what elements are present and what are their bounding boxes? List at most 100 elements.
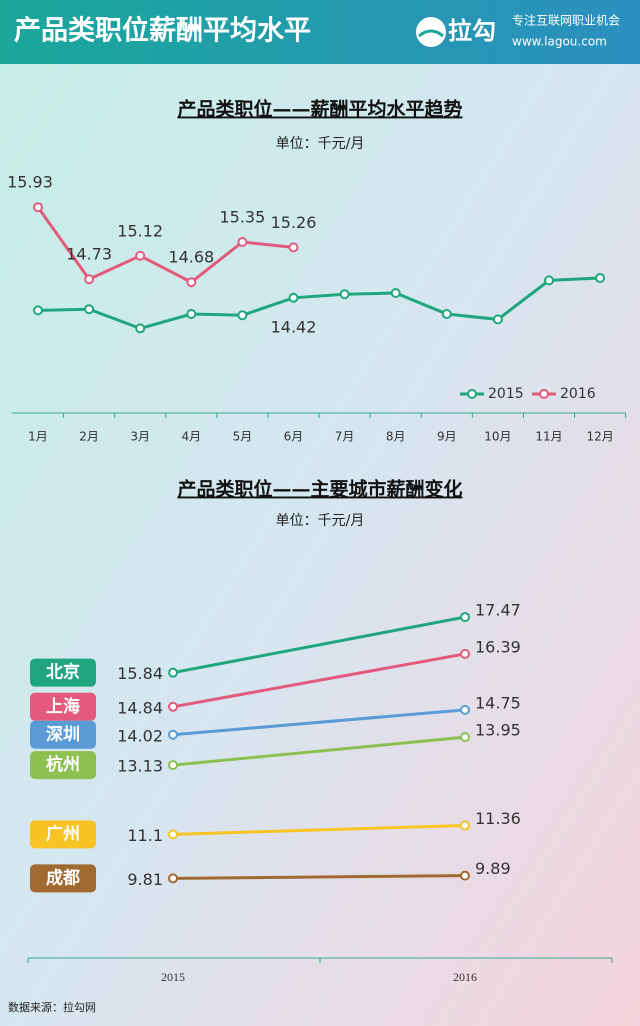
city-label: 杭州 <box>46 754 80 775</box>
x-tick-label: 4月 <box>181 430 201 444</box>
x-tick-label: 6月 <box>284 430 304 444</box>
series-line <box>172 874 466 880</box>
data-label: 14.68 <box>168 248 214 267</box>
point <box>168 829 178 840</box>
city-label: 上海 <box>46 696 80 717</box>
tagline: 专注互联网职业机会 <box>512 13 620 28</box>
legend-label: 2016 <box>560 386 596 402</box>
point <box>168 667 178 678</box>
data-label: 15.93 <box>7 173 53 192</box>
data-label: 13.95 <box>475 721 521 740</box>
legend-marker <box>467 389 477 399</box>
point <box>84 274 95 285</box>
point <box>460 612 470 623</box>
point <box>168 760 178 771</box>
data-label: 11.36 <box>475 809 521 828</box>
x-tick-label: 8月 <box>386 430 406 444</box>
series-line <box>172 735 466 767</box>
data-label: 16.39 <box>475 637 521 656</box>
data-label: 15.26 <box>271 213 317 232</box>
source: 数据来源：拉勾网 <box>8 1000 96 1014</box>
x-tick-label: 11月 <box>535 430 562 444</box>
city-badge <box>30 720 96 749</box>
point <box>339 289 350 300</box>
point <box>168 873 178 884</box>
city-label: 北京 <box>46 662 80 683</box>
point <box>135 250 146 261</box>
point <box>288 242 299 253</box>
data-label: 15.12 <box>117 221 163 240</box>
point <box>460 704 470 715</box>
series-line <box>172 823 466 836</box>
chart-title: 产品类职位——主要城市薪酬变化 <box>177 478 462 501</box>
x-tick-label: 9月 <box>437 430 457 444</box>
x-tick-label: 2015 <box>161 970 185 984</box>
city-badge <box>30 820 96 849</box>
legend-marker <box>539 389 549 399</box>
point <box>168 729 178 740</box>
data-label: 13.13 <box>117 757 163 776</box>
series-line <box>172 708 466 737</box>
header-title: 产品类职位薪酬平均水平 <box>14 15 311 47</box>
chart-title: 产品类职位——薪酬平均水平趋势 <box>177 98 462 121</box>
brand: 拉勾 <box>448 17 496 45</box>
x-tick-label: 2016 <box>453 970 477 984</box>
data-label: 14.02 <box>117 726 163 745</box>
city-label: 成都 <box>46 867 80 888</box>
x-tick-label: 3月 <box>130 430 150 444</box>
point <box>84 304 95 315</box>
point <box>135 323 146 334</box>
x-tick-label: 7月 <box>335 430 355 444</box>
point <box>237 237 248 247</box>
series-line <box>172 652 466 709</box>
data-label: 14.42 <box>271 317 317 336</box>
point <box>186 277 197 288</box>
x-tick-label: 5月 <box>233 430 253 444</box>
chart-subtitle: 单位：千元/月 <box>276 513 365 529</box>
point <box>33 305 43 316</box>
point <box>237 310 248 321</box>
point <box>460 648 470 659</box>
point <box>441 309 452 319</box>
city-label: 深圳 <box>46 724 80 745</box>
logo-mark <box>418 29 444 38</box>
data-label: 15.84 <box>117 664 163 683</box>
data-label: 9.81 <box>127 870 163 889</box>
series-line <box>37 276 601 330</box>
point <box>390 288 401 298</box>
url: www.lagou.com <box>512 35 607 49</box>
point <box>595 273 606 283</box>
series-line <box>172 615 466 675</box>
data-label: 9.89 <box>475 859 511 878</box>
x-tick-label: 2月 <box>79 430 99 444</box>
point <box>288 292 299 303</box>
legend-label: 2015 <box>488 386 524 402</box>
series-line <box>36 206 294 284</box>
point <box>492 314 503 325</box>
city-badge <box>30 864 96 893</box>
data-label: 14.73 <box>66 245 112 264</box>
city-label: 广州 <box>46 823 80 844</box>
point <box>460 870 470 881</box>
data-label: 14.84 <box>117 698 163 717</box>
x-tick-label: 10月 <box>484 430 511 444</box>
header-bar <box>0 0 640 64</box>
point <box>33 202 43 213</box>
x-tick-label: 1月 <box>28 430 48 444</box>
point <box>460 732 470 743</box>
data-label: 15.35 <box>219 208 265 227</box>
chart-subtitle: 单位：千元/月 <box>276 136 365 152</box>
point <box>544 275 554 286</box>
city-badge <box>30 692 96 721</box>
data-label: 17.47 <box>475 601 521 620</box>
point <box>168 701 178 712</box>
x-tick-label: 12月 <box>586 430 613 444</box>
city-badge <box>30 751 96 780</box>
data-label: 11.1 <box>127 826 163 845</box>
point <box>460 820 470 831</box>
data-label: 14.75 <box>475 693 521 712</box>
point <box>186 309 197 319</box>
